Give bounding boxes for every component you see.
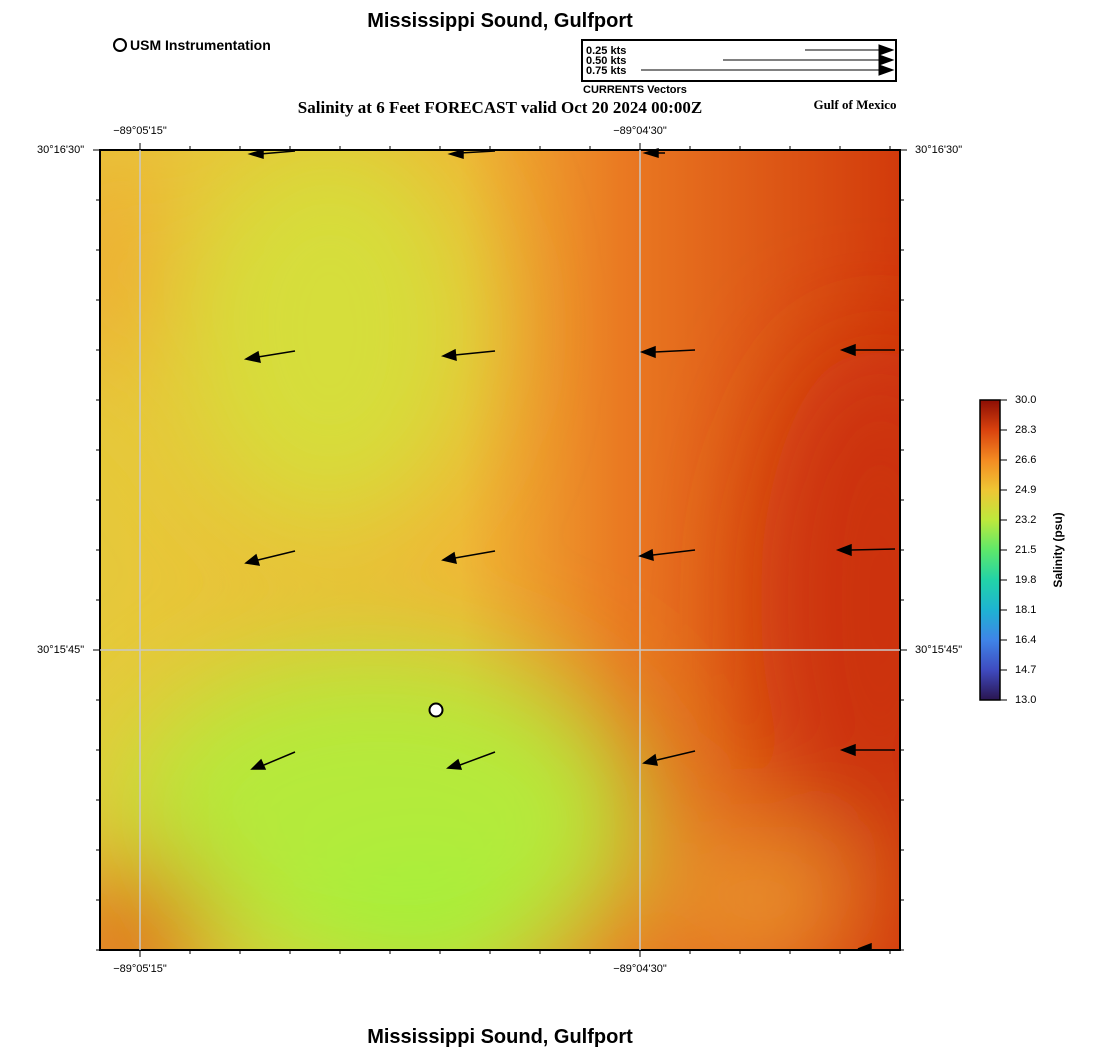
- lat-tick-label: 30°16'30": [37, 144, 85, 156]
- lon-tick-label: −89°04'30": [613, 963, 667, 975]
- colorbar-tick-label: 18.1: [1015, 604, 1037, 616]
- lat-tick-label: 30°15'45": [915, 644, 963, 656]
- lon-tick-label: −89°04'30": [613, 125, 667, 137]
- colorbar-tick-label: 19.8: [1015, 574, 1037, 586]
- colorbar-tick-label: 30.0: [1015, 394, 1037, 406]
- vector-legend-arrowhead: [878, 54, 895, 66]
- station-legend-label: USM Instrumentation: [130, 37, 271, 53]
- salinity-field: [100, 150, 900, 950]
- colorbar-tick-label: 24.9: [1015, 484, 1037, 496]
- colorbar-tick-label: 21.5: [1015, 544, 1037, 556]
- colorbar-tick-label: 13.0: [1015, 694, 1037, 706]
- colorbar: [979, 399, 1001, 701]
- map-title: Mississippi Sound, Gulfport: [367, 10, 633, 32]
- map-title-bottom: Mississippi Sound, Gulfport: [367, 1026, 633, 1048]
- usm-station-marker[interactable]: [428, 702, 444, 718]
- frame-ticks: [93, 143, 907, 957]
- vector-legend-caption: CURRENTS Vectors: [583, 84, 687, 96]
- colorbar-title: Salinity (psu): [1051, 512, 1065, 588]
- lon-tick-label: −89°05'15": [113, 963, 167, 975]
- vector-legend-arrowhead: [878, 64, 895, 76]
- vector-legend-arrowhead: [878, 44, 895, 56]
- vector-legend-label: 0.50 kts: [586, 55, 627, 67]
- lon-tick-label: −89°05'15": [113, 125, 167, 137]
- colorbar-ticks: [1000, 399, 1007, 701]
- circle-marker-icon: [113, 38, 127, 52]
- vector-legend-arrows: [641, 44, 895, 76]
- vector-legend-label: 0.25 kts: [586, 45, 627, 57]
- colorbar-tick-label: 26.6: [1015, 454, 1037, 466]
- colorbar-tick-label: 28.3: [1015, 424, 1037, 436]
- lat-tick-label: 30°16'30": [915, 144, 963, 156]
- station-legend: USM Instrumentation: [113, 37, 271, 53]
- colorbar-tick-label: 23.2: [1015, 514, 1037, 526]
- region-label: Gulf of Mexico: [813, 97, 897, 112]
- lat-tick-label: 30°15'45": [37, 644, 85, 656]
- vector-legend: 0.25 kts 0.50 kts 0.75 kts: [581, 39, 897, 82]
- current-vectors: [243, 147, 896, 950]
- graticule: [100, 150, 900, 950]
- vector-legend-label: 0.75 kts: [586, 65, 627, 77]
- map-subtitle: Salinity at 6 Feet FORECAST valid Oct 20…: [297, 98, 703, 117]
- colorbar-tick-label: 16.4: [1015, 634, 1037, 646]
- colorbar-tick-label: 14.7: [1015, 664, 1037, 676]
